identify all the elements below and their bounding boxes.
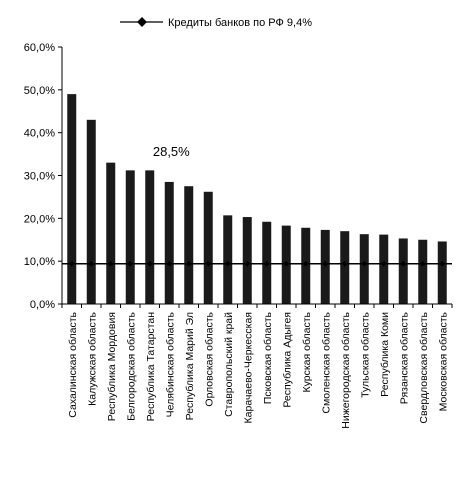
reference-marker-1: [68, 260, 75, 267]
legend-label: Кредиты банков по РФ 9,4%: [168, 17, 312, 29]
bar-1: [67, 94, 77, 305]
bar-annotation-label: 28,5%: [153, 144, 190, 159]
legend: Кредиты банков по РФ 9,4%: [120, 17, 312, 29]
reference-marker-12: [283, 260, 290, 267]
y-tick-label-4: 40,0%: [24, 128, 55, 140]
y-tick-label-3: 30,0%: [24, 171, 55, 183]
bar-19: [418, 239, 428, 304]
reference-marker-5: [146, 260, 153, 267]
bar-10: [242, 217, 252, 304]
bar-7: [184, 186, 194, 304]
bar-17: [379, 234, 389, 304]
reference-marker-18: [400, 260, 407, 267]
y-tick-label-6: 60,0%: [24, 42, 55, 54]
plot-area: 0,0% 10,0% 20,0% 30,0% 40,0% 50,0% 60,0% Сахали…: [24, 42, 453, 429]
bar-3: [106, 162, 116, 304]
reference-marker-15: [341, 260, 348, 267]
category-label-2: Калужская область: [86, 311, 98, 405]
y-tick-label-5: 50,0%: [24, 85, 55, 97]
reference-marker-20: [439, 260, 446, 267]
category-label-13: Курская область: [301, 311, 313, 392]
legend-diamond-marker: [137, 17, 147, 27]
category-label-7: Республика Марий Эл: [184, 312, 196, 420]
y-tick-label-0: 0,0%: [30, 299, 55, 311]
category-label-3: Республика Мордовия: [106, 312, 118, 421]
category-label-1: Сахалинская область: [67, 311, 79, 417]
category-label-8: Орловская область: [203, 311, 215, 406]
category-label-12: Республика Адыгея: [281, 312, 293, 408]
category-label-9: Ставропольский край: [223, 312, 235, 417]
reference-marker-10: [244, 260, 251, 267]
bar-18: [398, 238, 408, 304]
bar-5: [145, 170, 155, 304]
bar-9: [223, 215, 233, 304]
bar-4: [125, 170, 135, 304]
reference-marker-17: [380, 260, 387, 267]
category-label-14: Смоленская область: [320, 311, 332, 413]
reference-marker-8: [205, 260, 212, 267]
category-label-4: Белгородская область: [125, 311, 137, 420]
reference-marker-11: [263, 260, 270, 267]
category-label-10: Карачаево-Черкесская: [242, 312, 254, 423]
bar-20: [437, 241, 447, 304]
category-label-20: Московская область: [437, 311, 449, 411]
reference-marker-13: [302, 260, 309, 267]
category-label-6: Челябинская область: [164, 311, 176, 417]
reference-marker-2: [88, 260, 95, 267]
reference-marker-9: [224, 260, 231, 267]
reference-marker-3: [107, 260, 114, 267]
reference-marker-16: [361, 260, 368, 267]
category-label-5: Республика Татарстан: [145, 312, 157, 422]
bar-6: [164, 181, 174, 304]
reference-marker-14: [322, 260, 329, 267]
y-tick-label-2: 20,0%: [24, 213, 55, 225]
reference-marker-7: [185, 260, 192, 267]
bar-15: [340, 231, 350, 304]
bar-14: [320, 229, 330, 304]
reference-marker-6: [166, 260, 173, 267]
bar-2: [86, 119, 96, 304]
category-label-17: Республика Коми: [379, 312, 391, 397]
reference-marker-19: [419, 260, 426, 267]
category-label-16: Тульская область: [359, 311, 371, 397]
y-tick-label-1: 10,0%: [24, 256, 55, 268]
bar-16: [359, 234, 369, 304]
reference-marker-4: [127, 260, 134, 267]
bar-8: [203, 191, 213, 304]
category-label-18: Рязанская область: [398, 311, 410, 404]
category-label-11: Псковская область: [262, 311, 274, 404]
category-label-19: Свердловская область: [418, 311, 430, 423]
category-label-15: Нижегородская область: [340, 311, 352, 428]
